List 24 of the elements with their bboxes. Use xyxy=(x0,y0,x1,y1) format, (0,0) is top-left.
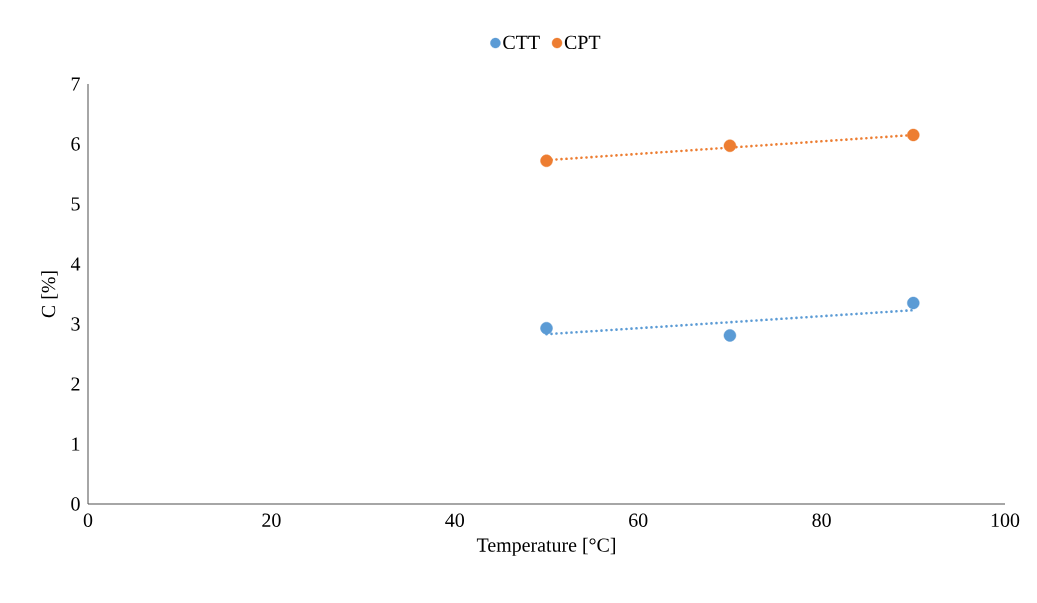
point xyxy=(540,322,553,335)
x-tick-label: 100 xyxy=(991,513,1020,527)
y-tick-label: 2 xyxy=(71,377,80,391)
point xyxy=(723,139,737,152)
x-tick-label: 20 xyxy=(262,513,281,527)
y-axis-title: C [%] xyxy=(41,271,58,318)
legend-label: CPT xyxy=(564,35,601,50)
y-tick-label: 3 xyxy=(71,317,80,331)
point xyxy=(723,329,737,342)
y-tick-label: 5 xyxy=(71,197,80,211)
x-tick-label: 40 xyxy=(445,513,465,527)
y-tick-label: 4 xyxy=(70,257,81,271)
point xyxy=(540,154,553,167)
y-tick-label: 0 xyxy=(71,497,80,511)
legend-label: CTT xyxy=(503,35,540,50)
x-tick-label: 80 xyxy=(812,513,831,527)
y-tick-label: 6 xyxy=(71,137,80,151)
x-axis-title: Temperature [°C] xyxy=(476,537,615,556)
y-tick-label: 1 xyxy=(72,437,80,451)
x-tick-label: 60 xyxy=(629,513,648,527)
y-tick-label: 7 xyxy=(71,77,80,91)
point xyxy=(907,128,920,142)
x-tick-label: 0 xyxy=(83,513,93,527)
point xyxy=(907,296,920,310)
